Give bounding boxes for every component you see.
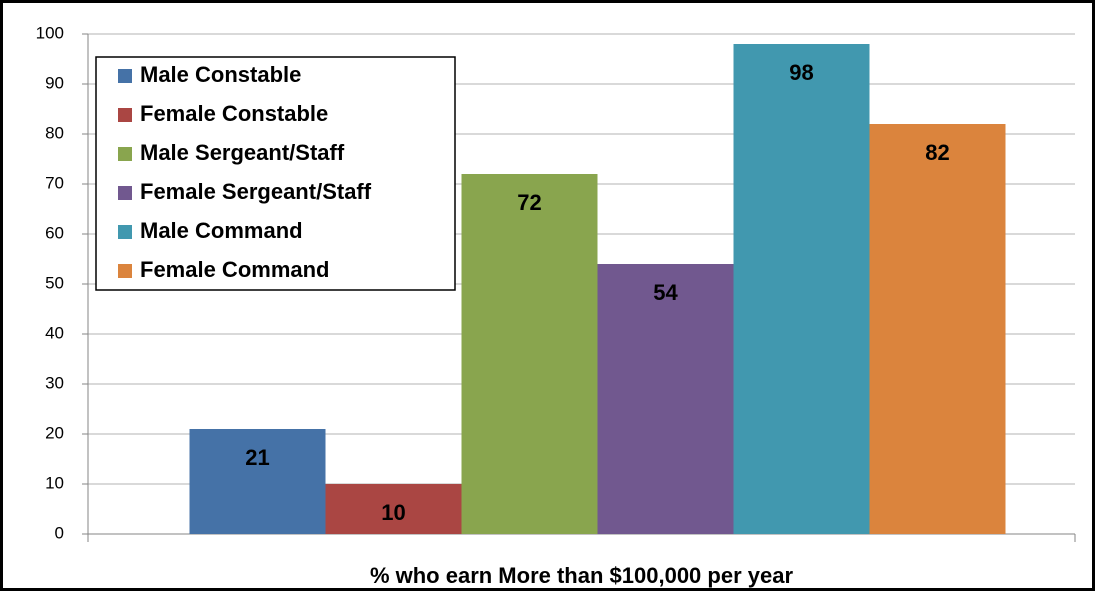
value-label: 21 [245,445,269,470]
y-tick-label: 100 [36,23,64,42]
bar [733,44,870,534]
y-tick-label: 30 [45,373,64,392]
value-label: 72 [517,190,541,215]
legend-swatch [118,186,132,200]
y-tick-label: 70 [45,173,64,192]
value-label: 54 [653,280,678,305]
legend-label: Female Constable [140,101,328,126]
legend-swatch [118,69,132,83]
value-label: 82 [925,140,949,165]
bar [597,264,734,534]
legend-swatch [118,225,132,239]
bar [869,124,1006,534]
legend-swatch [118,147,132,161]
bar [325,484,462,534]
x-category-label: % who earn More than $100,000 per year [370,563,794,588]
bar [461,174,598,534]
legend-label: Female Command [140,257,330,282]
y-tick-label: 90 [45,73,64,92]
legend-swatch [118,264,132,278]
legend-label: Male Command [140,218,303,243]
y-tick-label: 40 [45,323,64,342]
legend-label: Male Sergeant/Staff [140,140,345,165]
legend-swatch [118,108,132,122]
bar [189,429,326,534]
y-tick-label: 10 [45,473,64,492]
value-label: 10 [381,500,405,525]
legend-label: Female Sergeant/Staff [140,179,372,204]
y-tick-label: 0 [55,523,64,542]
legend-box [95,56,456,291]
y-tick-label: 50 [45,273,64,292]
y-tick-label: 60 [45,223,64,242]
legend-label: Male Constable [140,62,301,87]
y-tick-label: 80 [45,123,64,142]
y-tick-label: 20 [45,423,64,442]
value-label: 98 [789,60,813,85]
